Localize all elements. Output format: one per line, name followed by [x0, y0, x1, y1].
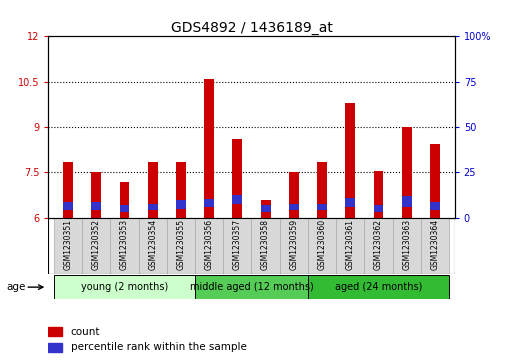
Text: GSM1230352: GSM1230352: [92, 219, 101, 270]
Bar: [430, 144, 440, 218]
Bar: [63, 202, 73, 210]
Bar: [204, 79, 214, 218]
Bar: [402, 196, 411, 207]
Bar: [336, 218, 364, 274]
Bar: [373, 171, 384, 218]
Bar: [204, 199, 214, 207]
Bar: [373, 205, 384, 212]
Bar: [91, 172, 101, 218]
Text: GSM1230355: GSM1230355: [176, 219, 185, 270]
Bar: [421, 218, 449, 274]
Bar: [308, 218, 336, 274]
Text: GSM1230360: GSM1230360: [318, 219, 327, 270]
Bar: [345, 103, 355, 218]
Bar: [402, 127, 411, 218]
Bar: [345, 197, 355, 207]
Text: GSM1230361: GSM1230361: [346, 219, 355, 270]
Text: count: count: [71, 327, 100, 337]
Title: GDS4892 / 1436189_at: GDS4892 / 1436189_at: [171, 21, 332, 35]
Bar: [223, 218, 251, 274]
Bar: [251, 218, 280, 274]
Bar: [139, 218, 167, 274]
Bar: [148, 204, 157, 210]
Bar: [119, 182, 130, 218]
Bar: [289, 204, 299, 210]
Bar: [176, 162, 186, 218]
Bar: [233, 195, 242, 204]
Bar: [261, 205, 271, 212]
Bar: [48, 343, 62, 352]
Bar: [233, 139, 242, 218]
Text: GSM1230364: GSM1230364: [430, 219, 439, 270]
Bar: [119, 205, 130, 212]
Text: GSM1230363: GSM1230363: [402, 219, 411, 270]
Bar: [317, 162, 327, 218]
Bar: [63, 162, 73, 218]
Bar: [48, 327, 62, 336]
Text: GSM1230356: GSM1230356: [205, 219, 214, 270]
Bar: [430, 202, 440, 210]
Text: GSM1230353: GSM1230353: [120, 219, 129, 270]
Bar: [54, 275, 195, 299]
Bar: [167, 218, 195, 274]
Bar: [261, 200, 271, 218]
Text: age: age: [6, 282, 25, 292]
Bar: [110, 218, 139, 274]
Bar: [289, 172, 299, 218]
Text: GSM1230354: GSM1230354: [148, 219, 157, 270]
Text: GSM1230358: GSM1230358: [261, 219, 270, 270]
Text: GSM1230362: GSM1230362: [374, 219, 383, 270]
Text: young (2 months): young (2 months): [81, 282, 168, 292]
Bar: [317, 204, 327, 210]
Text: middle aged (12 months): middle aged (12 months): [189, 282, 313, 292]
Text: aged (24 months): aged (24 months): [335, 282, 422, 292]
Bar: [82, 218, 110, 274]
Text: GSM1230351: GSM1230351: [64, 219, 73, 270]
Bar: [91, 202, 101, 210]
Bar: [195, 275, 308, 299]
Bar: [148, 162, 157, 218]
Bar: [195, 218, 223, 274]
Text: GSM1230357: GSM1230357: [233, 219, 242, 270]
Text: GSM1230359: GSM1230359: [289, 219, 298, 270]
Bar: [393, 218, 421, 274]
Text: percentile rank within the sample: percentile rank within the sample: [71, 342, 246, 352]
Bar: [308, 275, 449, 299]
Bar: [364, 218, 393, 274]
Bar: [54, 218, 82, 274]
Bar: [280, 218, 308, 274]
Bar: [176, 200, 186, 209]
